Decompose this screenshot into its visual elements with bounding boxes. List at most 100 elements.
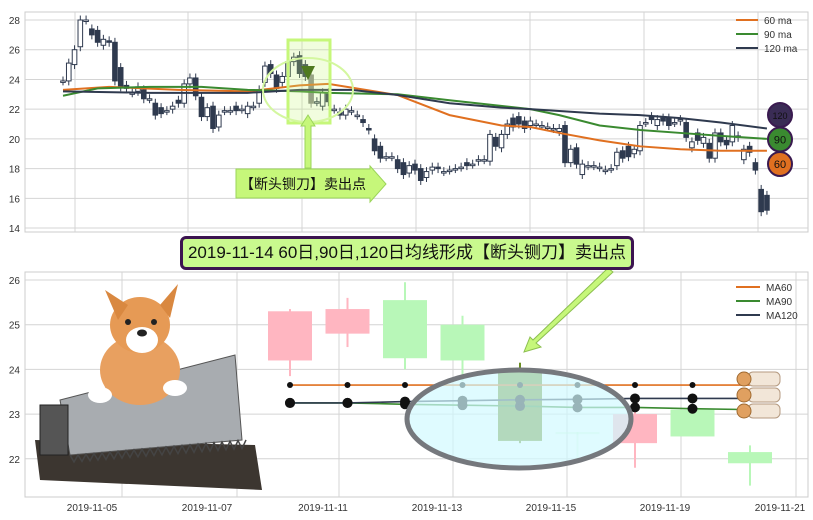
sausage-end-icon (736, 387, 752, 403)
candle-body (279, 75, 286, 83)
candle-body (567, 148, 574, 164)
candle-body (550, 127, 557, 131)
x-tick-label: 2019-11-07 (182, 503, 233, 514)
candle-body (169, 105, 176, 110)
saw-teeth-icon (69, 438, 247, 464)
candle-body (106, 40, 112, 43)
candle-body (689, 141, 695, 149)
candle-body (354, 114, 361, 118)
candle-body (723, 139, 730, 146)
candle-body (671, 122, 678, 125)
candle-body (366, 127, 372, 131)
candle-body (654, 119, 661, 127)
candle-body (758, 188, 764, 213)
candle-body (516, 116, 522, 125)
candle-body (481, 159, 488, 162)
sausage-end-icon (736, 403, 752, 419)
ma-point (285, 397, 295, 408)
x-tick-label: 2019-11-13 (412, 503, 463, 514)
candle-body (198, 96, 205, 118)
candle-body (452, 168, 459, 171)
candle-body (717, 132, 724, 143)
candle-body (729, 125, 736, 143)
candle-body (544, 126, 551, 129)
x-tick-label: 2019-11-21 (755, 503, 806, 514)
candle-body (458, 166, 464, 170)
candle-body (83, 19, 89, 22)
y-tick-label: 14 (9, 224, 21, 235)
legend-label: 60 ma (764, 16, 792, 27)
candle-body (677, 119, 684, 122)
ma-point (689, 382, 696, 389)
candle-body (325, 309, 370, 334)
legend-label: 120 ma (764, 44, 798, 55)
candle-body (441, 171, 447, 174)
ma-badge-label: 60 (774, 159, 786, 171)
candle-body (562, 125, 568, 164)
candle-body (504, 123, 511, 135)
ma-point (287, 382, 293, 389)
candle-body (383, 300, 427, 359)
saw-handle-icon (39, 404, 69, 456)
legend-label: MA60 (766, 283, 793, 294)
crossover-ellipse (404, 367, 634, 471)
legend-label: MA120 (766, 311, 798, 322)
corgi-nose-icon (137, 329, 147, 337)
candle-body (631, 148, 638, 155)
candle-body (273, 74, 280, 89)
candle-body (670, 409, 715, 437)
candle-body (377, 145, 384, 159)
candle-body (77, 19, 84, 48)
candle-body (233, 105, 239, 112)
y-tick-label: 18 (9, 165, 21, 176)
ma-point (687, 393, 698, 404)
ma-badge-label: 120 (772, 111, 787, 121)
candle-body (573, 147, 580, 165)
candle-body (412, 163, 418, 171)
candle-body (394, 159, 401, 170)
candle-body (71, 49, 78, 66)
candle-body (117, 67, 124, 88)
y-tick-label: 24 (9, 75, 21, 86)
candle-body (423, 171, 430, 179)
candle-body (764, 194, 770, 211)
up-arrow-icon (300, 114, 316, 169)
x-tick-label: 2019-11-19 (640, 503, 691, 514)
sausage-icon (747, 371, 781, 387)
candle-body (660, 117, 666, 122)
candle-body (383, 156, 389, 159)
corgi-ear-icon (160, 284, 178, 318)
ma-point (630, 402, 640, 413)
candle-body (244, 105, 251, 115)
corgi-muzzle-icon (126, 327, 158, 353)
candle-body (596, 166, 603, 170)
ma-point (402, 382, 408, 389)
ma-line-60-ma (62, 82, 767, 152)
legend-label: MA90 (766, 297, 793, 308)
candle-body (371, 138, 378, 152)
candle-body (204, 107, 211, 118)
corgi-paw-icon (88, 387, 112, 403)
candle-body (475, 159, 482, 162)
candle-body (100, 38, 107, 46)
ma-point (400, 396, 410, 407)
sell-point-banner (235, 164, 387, 204)
headline-banner: 2019-11-14 60日,90日,120日均线形成【断头铡刀】卖出点 (180, 236, 634, 270)
candle-body (579, 163, 586, 176)
y-tick-label: 26 (9, 46, 21, 57)
x-tick-label: 2019-11-11 (298, 503, 348, 514)
candle-body (406, 165, 412, 174)
candle-body (683, 122, 689, 138)
candle-body (187, 77, 193, 85)
candle-body (417, 168, 424, 181)
y-tick-label: 20 (9, 135, 21, 146)
corgi-eye-icon (151, 319, 157, 325)
candle-body (533, 123, 539, 127)
candle-body (268, 311, 312, 361)
candle-body (608, 168, 614, 171)
candle-body (694, 132, 701, 141)
candle-body (498, 133, 505, 149)
ma-badge-60 (767, 151, 793, 177)
candle-body (464, 162, 470, 167)
